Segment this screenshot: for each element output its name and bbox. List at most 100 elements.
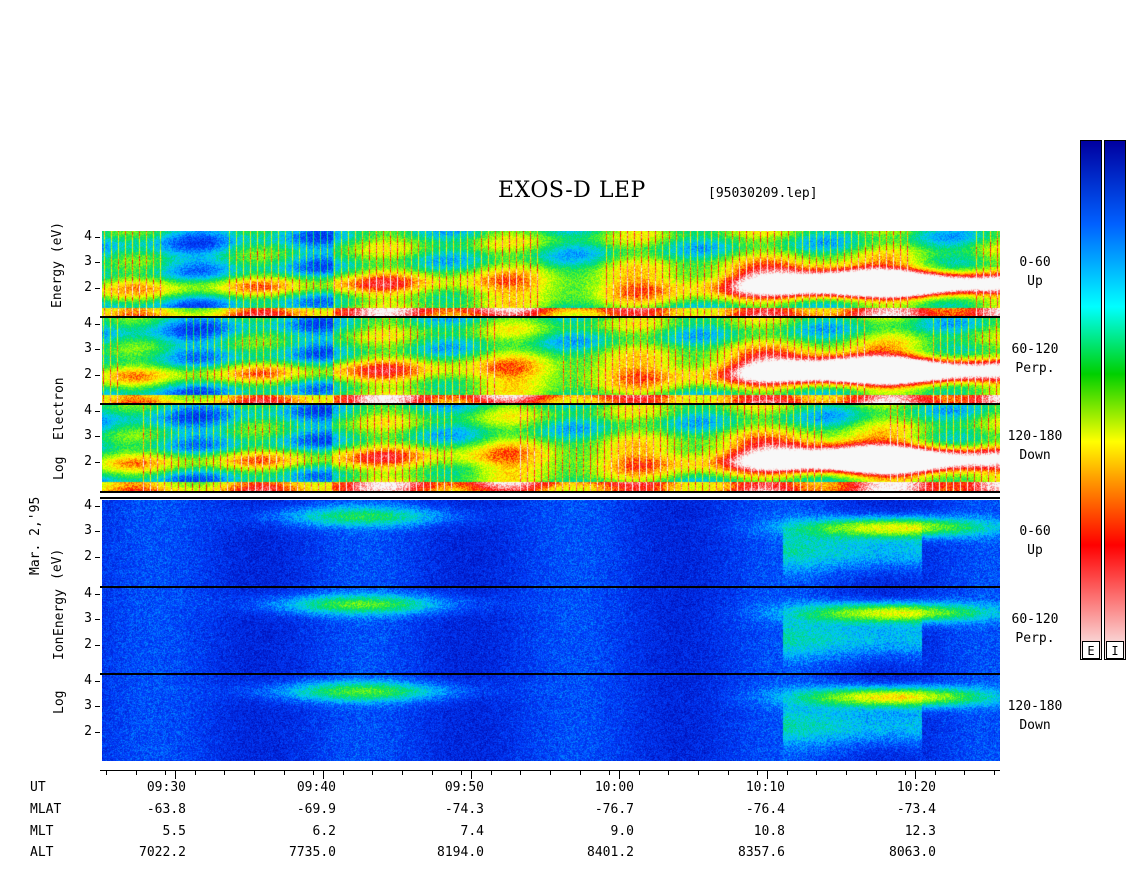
x-major-tick bbox=[767, 770, 768, 779]
x-minor-tick bbox=[787, 770, 788, 775]
value-mlt: 6.2 bbox=[312, 824, 336, 839]
y-tick bbox=[95, 462, 100, 463]
y-tick bbox=[95, 288, 100, 289]
panel-label: 0-60 Up bbox=[1000, 522, 1070, 560]
x-minor-tick bbox=[905, 770, 906, 775]
panel-label: 60-120 Perp. bbox=[1000, 340, 1070, 378]
x-minor-tick bbox=[254, 770, 255, 775]
heatmap-electron-up bbox=[102, 231, 1000, 317]
electron-energy-label: Energy (eV) bbox=[50, 221, 65, 308]
panel-separator bbox=[100, 491, 1000, 493]
heatmap-ion-down bbox=[102, 675, 1000, 761]
x-minor-tick bbox=[935, 770, 936, 775]
x-major-tick bbox=[915, 770, 916, 779]
value-alt: 8357.6 bbox=[738, 845, 785, 860]
x-minor-tick bbox=[372, 770, 373, 775]
y-tick-label: 4 bbox=[84, 673, 92, 688]
heatmap-ion-up bbox=[102, 500, 1000, 586]
value-mlt: 9.0 bbox=[610, 824, 634, 839]
x-minor-tick bbox=[816, 770, 817, 775]
y-tick bbox=[95, 557, 100, 558]
value-mlt: 7.4 bbox=[460, 824, 484, 839]
x-minor-tick bbox=[876, 770, 877, 775]
value-ut: 10:20 bbox=[896, 780, 936, 795]
y-tick-label: 4 bbox=[84, 498, 92, 513]
x-minor-tick bbox=[668, 770, 669, 775]
x-major-tick bbox=[175, 770, 176, 779]
y-tick-label: 2 bbox=[84, 724, 92, 739]
ion-unit-label: (eV) bbox=[50, 548, 65, 580]
y-tick-label: 2 bbox=[84, 637, 92, 652]
ion-log-label: Log bbox=[52, 690, 67, 714]
y-tick-label: 4 bbox=[84, 403, 92, 418]
row-label-alt: ALT bbox=[30, 845, 54, 860]
spectrogram-electron-perp bbox=[102, 318, 1000, 404]
panel-label: 120-180 Down bbox=[1000, 427, 1070, 465]
panel-label: 60-120 Perp. bbox=[1000, 610, 1070, 648]
pitch-angle-label: 60-120 bbox=[1011, 612, 1059, 627]
x-minor-tick bbox=[165, 770, 166, 775]
value-mlat: -73.4 bbox=[896, 802, 936, 817]
value-mlat: -74.3 bbox=[444, 802, 484, 817]
x-minor-tick bbox=[313, 770, 314, 775]
y-tick-label: 2 bbox=[84, 454, 92, 469]
file-name: [95030209.lep] bbox=[708, 186, 818, 201]
x-minor-tick bbox=[994, 770, 995, 775]
spectrogram-ion-perp bbox=[102, 588, 1000, 674]
direction-label: Perp. bbox=[1015, 361, 1055, 376]
x-minor-tick bbox=[402, 770, 403, 775]
value-mlat: -63.8 bbox=[146, 802, 186, 817]
ion-species-energy-label: Ion bbox=[52, 636, 67, 660]
y-tick-label: 3 bbox=[84, 428, 92, 443]
value-ut: 09:40 bbox=[296, 780, 336, 795]
x-minor-tick bbox=[432, 770, 433, 775]
direction-label: Down bbox=[1019, 448, 1051, 463]
colorbar-ion-label: I bbox=[1106, 641, 1124, 659]
spectrogram-ion-down bbox=[102, 675, 1000, 761]
y-tick bbox=[95, 645, 100, 646]
value-alt: 7735.0 bbox=[289, 845, 336, 860]
colorbar-electron bbox=[1080, 140, 1102, 660]
value-ut: 09:50 bbox=[444, 780, 484, 795]
y-tick-label: 3 bbox=[84, 341, 92, 356]
direction-label: Perp. bbox=[1015, 631, 1055, 646]
y-tick bbox=[95, 594, 100, 595]
value-ut: 10:00 bbox=[594, 780, 634, 795]
spectrogram-ion-up bbox=[102, 500, 1000, 586]
x-minor-tick bbox=[609, 770, 610, 775]
value-mlat: -76.7 bbox=[594, 802, 634, 817]
electron-log-label: Log bbox=[52, 456, 67, 480]
y-tick bbox=[95, 375, 100, 376]
direction-label: Up bbox=[1027, 274, 1043, 289]
panel-label: 0-60 Up bbox=[1000, 253, 1070, 291]
y-tick-label: 3 bbox=[84, 698, 92, 713]
value-mlat: -76.4 bbox=[745, 802, 785, 817]
value-mlat: -69.9 bbox=[296, 802, 336, 817]
x-minor-tick bbox=[964, 770, 965, 775]
x-minor-tick bbox=[106, 770, 107, 775]
direction-label: Up bbox=[1027, 543, 1043, 558]
electron-species-label: Electron bbox=[52, 377, 67, 440]
x-major-tick bbox=[471, 770, 472, 779]
y-tick bbox=[95, 324, 100, 325]
chart-title: EXOS-D LEP bbox=[498, 178, 646, 203]
value-mlt: 12.3 bbox=[904, 824, 936, 839]
x-minor-tick bbox=[639, 770, 640, 775]
value-alt: 7022.2 bbox=[139, 845, 186, 860]
x-minor-tick bbox=[136, 770, 137, 775]
y-tick bbox=[95, 706, 100, 707]
y-tick-label: 3 bbox=[84, 611, 92, 626]
heatmap-electron-down bbox=[102, 405, 1000, 491]
value-alt: 8401.2 bbox=[587, 845, 634, 860]
value-mlt: 5.5 bbox=[162, 824, 186, 839]
x-minor-tick bbox=[195, 770, 196, 775]
y-tick bbox=[95, 436, 100, 437]
y-tick bbox=[95, 531, 100, 532]
pitch-angle-label: 0-60 bbox=[1019, 255, 1051, 270]
x-major-tick bbox=[619, 770, 620, 779]
value-alt: 8194.0 bbox=[437, 845, 484, 860]
row-label-mlat: MLAT bbox=[30, 802, 62, 817]
x-minor-tick bbox=[550, 770, 551, 775]
y-tick-label: 3 bbox=[84, 523, 92, 538]
x-minor-tick bbox=[224, 770, 225, 775]
